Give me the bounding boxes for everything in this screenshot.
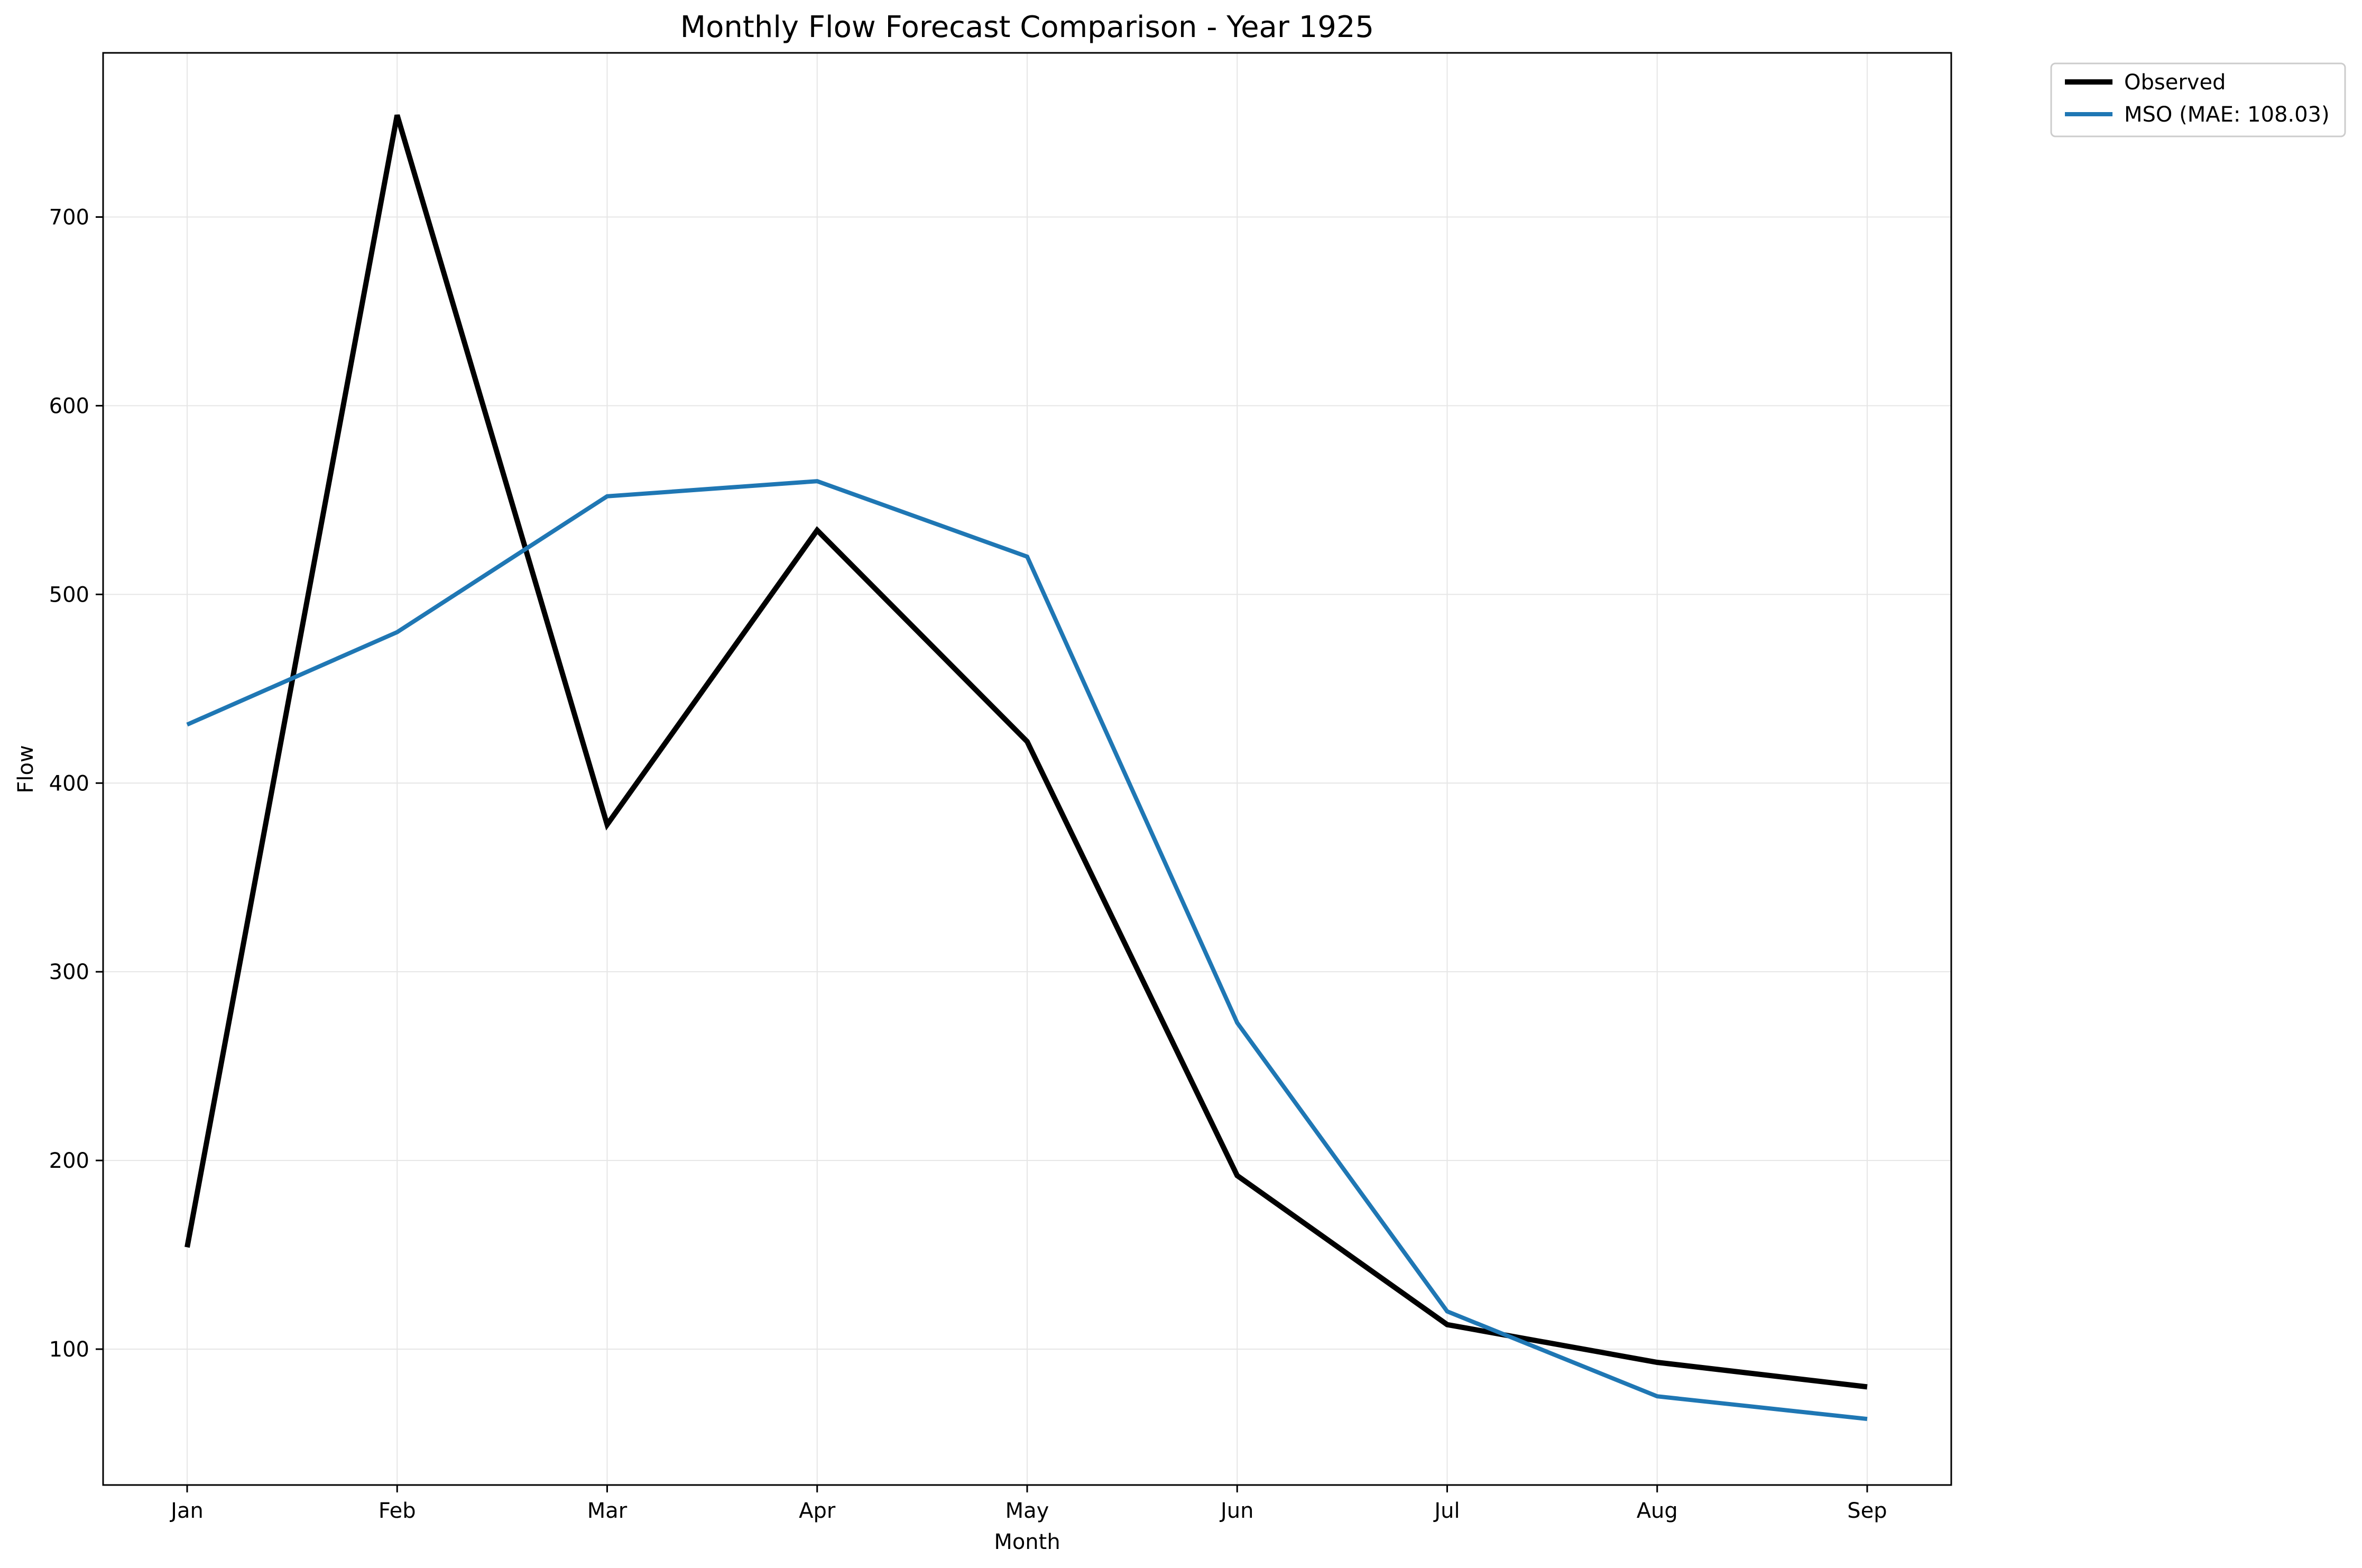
- data-point-observed: [1237, 1175, 1238, 1176]
- data-point-observed: [817, 530, 818, 531]
- y-tick-label: 100: [49, 1338, 89, 1362]
- x-tick-label: Jul: [1433, 1499, 1460, 1523]
- data-point-mso-mae-108-03: [1657, 1396, 1658, 1397]
- data-point-observed: [1657, 1362, 1658, 1363]
- x-tick-label: Apr: [799, 1499, 836, 1523]
- x-tick-label: Jan: [169, 1499, 204, 1523]
- x-axis-label: Month: [994, 1530, 1060, 1554]
- y-tick-label: 700: [49, 206, 89, 230]
- y-tick-label: 200: [49, 1149, 89, 1173]
- y-tick-label: 300: [49, 960, 89, 984]
- legend: Observed MSO (MAE: 108.03): [2050, 62, 2346, 137]
- data-point-observed: [1027, 741, 1028, 742]
- data-point-observed: [1867, 1386, 1868, 1387]
- series-line-observed: [184, 114, 1868, 1390]
- x-tick-label: Sep: [1847, 1499, 1887, 1523]
- data-point-mso-mae-108-03: [607, 496, 608, 497]
- x-tick-label: Jun: [1219, 1499, 1254, 1523]
- data-point-observed: [607, 824, 608, 825]
- legend-label-mso: MSO (MAE: 108.03): [2124, 103, 2330, 127]
- data-point-mso-mae-108-03: [1867, 1418, 1868, 1419]
- data-point-observed: [1447, 1324, 1448, 1325]
- axis-ticks: Jan Feb Mar Apr May Jun Jul Aug Sep 100 200 300 400 5…: [49, 206, 1887, 1523]
- data-point-observed: [187, 1247, 188, 1248]
- x-tick-label: May: [1005, 1499, 1049, 1523]
- data-point-observed: [396, 115, 398, 116]
- x-tick-label: Aug: [1637, 1499, 1678, 1523]
- x-tick-label: Mar: [587, 1499, 628, 1523]
- grid-lines: [103, 53, 1951, 1485]
- series-lines: [184, 114, 1868, 1422]
- x-tick-label: Feb: [379, 1499, 416, 1523]
- y-tick-label: 600: [49, 394, 89, 418]
- chart-title: Monthly Flow Forecast Comparison - Year …: [680, 10, 1374, 44]
- data-point-mso-mae-108-03: [396, 632, 398, 633]
- y-tick-label: 400: [49, 771, 89, 796]
- legend-box: [2050, 62, 2346, 137]
- legend-label-observed: Observed: [2124, 70, 2226, 95]
- series-line-mso-mae-108-03: [186, 479, 1868, 1422]
- data-point-mso-mae-108-03: [1447, 1311, 1448, 1312]
- y-tick-label: 500: [49, 583, 89, 607]
- data-point-mso-mae-108-03: [817, 481, 818, 482]
- y-axis-label: Flow: [14, 745, 38, 793]
- data-point-mso-mae-108-03: [1237, 1022, 1238, 1023]
- data-point-mso-mae-108-03: [187, 724, 188, 725]
- data-point-mso-mae-108-03: [1027, 556, 1028, 557]
